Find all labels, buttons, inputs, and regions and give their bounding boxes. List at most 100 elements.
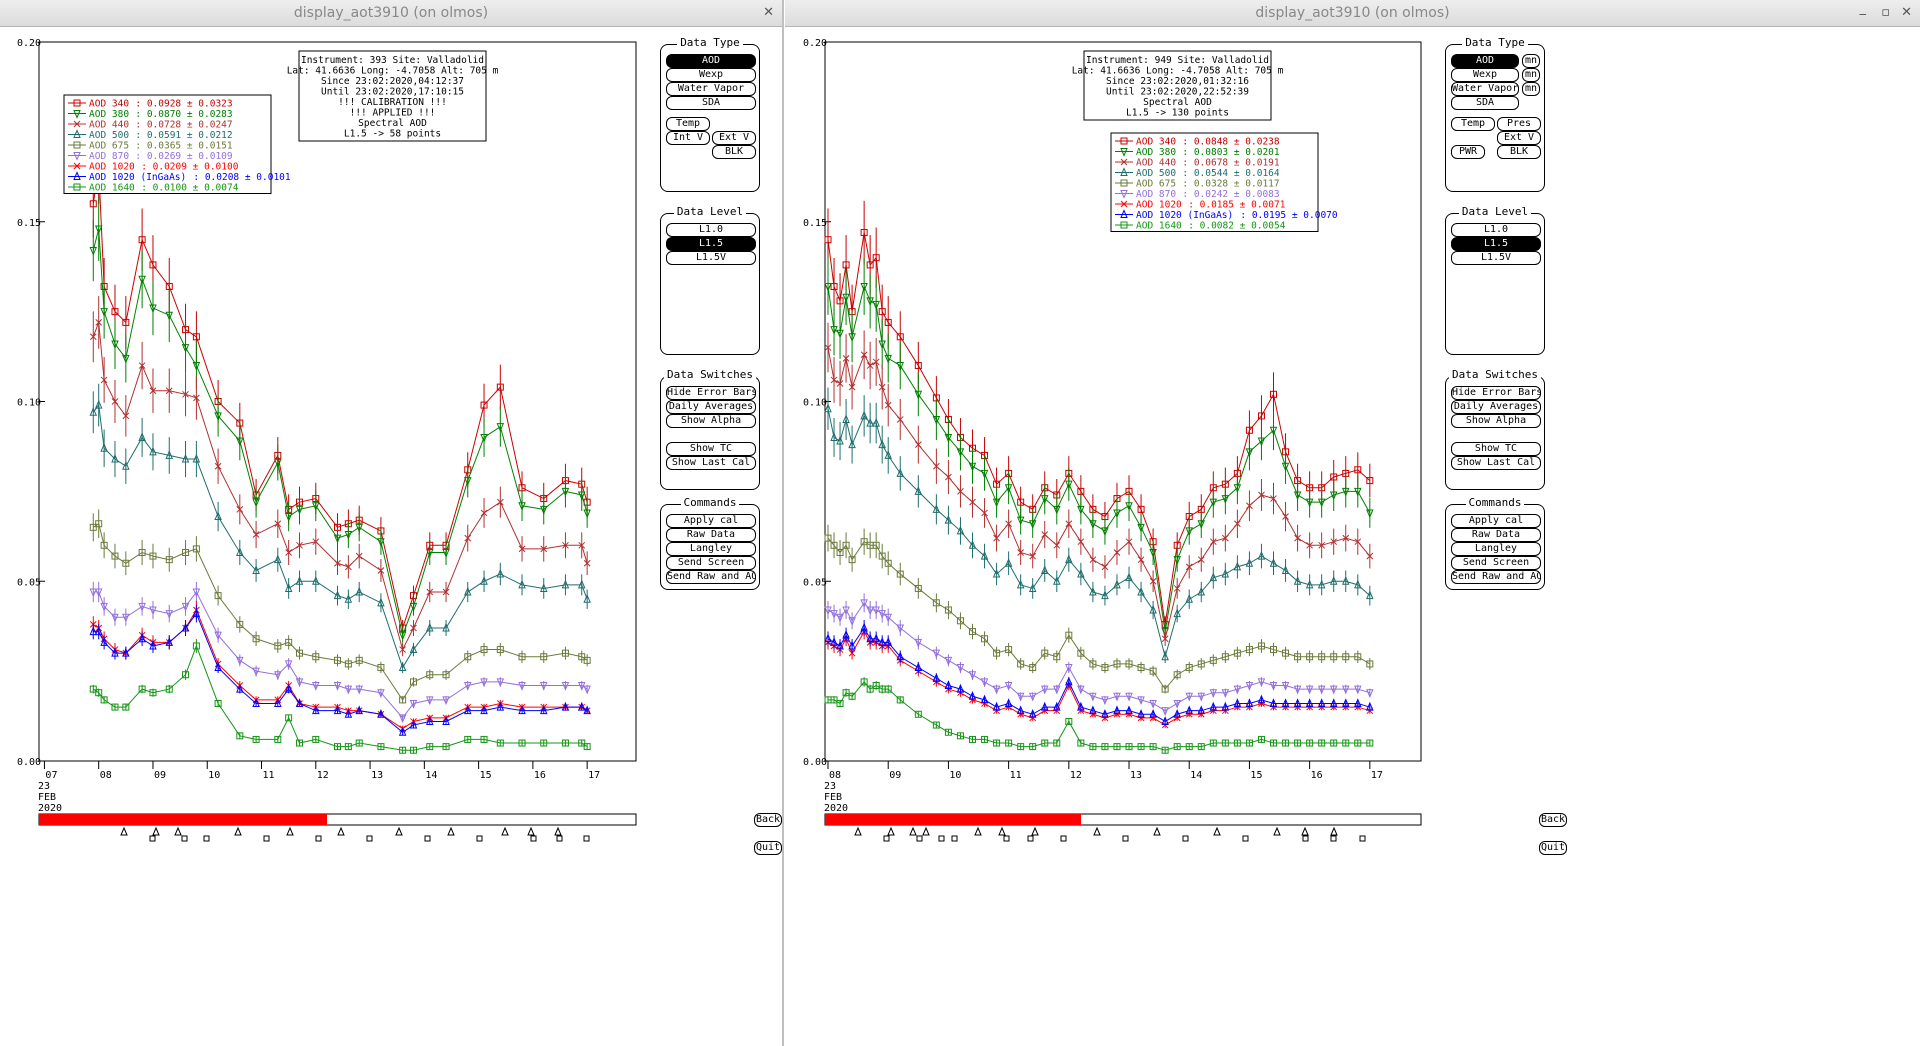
- window-left: display_aot3910 (on olmos) ✕ 0.20 0.15 0.1…: [0, 0, 784, 1046]
- level-button-l1-0[interactable]: L1.0: [666, 223, 756, 237]
- data-point: [872, 606, 880, 616]
- switch-hide-error-bars[interactable]: Hide Error Bars: [666, 386, 756, 400]
- temp-button[interactable]: Temp: [1451, 117, 1495, 131]
- data-point: [1016, 692, 1025, 702]
- mn-button[interactable]: mn: [1522, 68, 1540, 82]
- data-point: [100, 376, 108, 384]
- back-button[interactable]: Back: [1539, 813, 1567, 827]
- data-point: [932, 649, 941, 659]
- data-point: [111, 647, 119, 657]
- close-icon[interactable]: ✕: [763, 5, 774, 20]
- data-point: [252, 531, 260, 538]
- pwr-button[interactable]: PWR: [1451, 145, 1485, 159]
- data-point: [252, 498, 260, 508]
- level-button-l1-0[interactable]: L1.0: [1451, 223, 1541, 237]
- level-button-l1-5v[interactable]: L1.5V: [666, 251, 756, 265]
- data-type-button-sda[interactable]: SDA: [666, 96, 756, 110]
- data-point: [120, 826, 128, 836]
- data-point: [149, 640, 157, 650]
- switch-show-alpha[interactable]: Show Alpha: [666, 414, 756, 428]
- blk-button[interactable]: BLK: [1497, 145, 1541, 159]
- data-point: [1281, 698, 1290, 707]
- level-button-l1-5[interactable]: L1.5: [1451, 237, 1541, 251]
- switch-show-tc[interactable]: Show TC: [1451, 442, 1541, 456]
- mn-button[interactable]: mn: [1522, 82, 1540, 96]
- data-point: [884, 559, 892, 567]
- mn-button[interactable]: mn: [1522, 54, 1540, 68]
- switch-daily-averages[interactable]: Daily Averages: [666, 400, 756, 414]
- data-point: [1029, 743, 1037, 751]
- data-point: [993, 739, 1001, 747]
- switch-show-alpha[interactable]: Show Alpha: [1451, 414, 1541, 428]
- data-point: [426, 671, 434, 679]
- maximize-icon[interactable]: ▫: [1881, 5, 1890, 20]
- command-apply-cal[interactable]: Apply cal: [666, 514, 756, 528]
- command-send-screen[interactable]: Send Screen: [1451, 556, 1541, 570]
- blk-button[interactable]: BLK: [712, 145, 756, 159]
- data-point: [1120, 179, 1128, 187]
- y-tick-label: 0.15: [803, 218, 827, 229]
- temp-button[interactable]: Temp: [666, 117, 710, 131]
- data-point: [1028, 583, 1037, 592]
- data-point: [122, 703, 130, 711]
- command-send-screen[interactable]: Send Screen: [666, 556, 756, 570]
- data-point: [968, 540, 977, 549]
- data-type-button-water-vapor[interactable]: Water Vapor: [666, 82, 756, 96]
- info-line: Until 23:02:2020,17:10:15: [321, 87, 464, 98]
- data-point: [1101, 696, 1109, 706]
- data-type-button-aod[interactable]: AOD: [1451, 54, 1519, 68]
- command-apply-cal[interactable]: Apply cal: [1451, 514, 1541, 528]
- quit-button[interactable]: Quit: [754, 841, 782, 855]
- data-point: [214, 662, 222, 672]
- data-point: [100, 308, 108, 317]
- x-tick-label: 16: [534, 770, 546, 781]
- switch-show-tc[interactable]: Show TC: [666, 442, 756, 456]
- ext-v-button[interactable]: Ext V: [1497, 131, 1541, 145]
- switch-show-last-cal[interactable]: Show Last Cal: [1451, 456, 1541, 470]
- quit-button[interactable]: Quit: [1539, 841, 1567, 855]
- int-v-button[interactable]: Int V: [666, 131, 710, 145]
- level-button-l1-5v[interactable]: L1.5V: [1451, 251, 1541, 265]
- data-point: [138, 275, 146, 285]
- data-point: [1197, 556, 1205, 564]
- titlebar[interactable]: display_aot3910 (on olmos) _ ▫ ✕: [785, 0, 1920, 27]
- data-type-button-water-vapor[interactable]: Water Vapor: [1451, 82, 1519, 96]
- titlebar[interactable]: display_aot3910 (on olmos) ✕: [0, 0, 782, 27]
- data-point: [1185, 743, 1193, 751]
- data-point: [830, 541, 838, 549]
- info-box: [298, 50, 487, 142]
- switch-hide-error-bars[interactable]: Hide Error Bars: [1451, 386, 1541, 400]
- minimize-icon[interactable]: _: [1859, 1, 1867, 16]
- data-point: [149, 446, 157, 456]
- data-point: [480, 401, 488, 409]
- data-type-button-wexp[interactable]: Wexp: [1451, 68, 1519, 82]
- back-button[interactable]: Back: [754, 813, 782, 827]
- command-langley[interactable]: Langley: [1451, 542, 1541, 556]
- data-point: [426, 548, 434, 558]
- data-point: [914, 486, 923, 495]
- command-raw-data[interactable]: Raw Data: [666, 528, 756, 542]
- data-type-button-wexp[interactable]: Wexp: [666, 68, 756, 82]
- data-point: [122, 354, 130, 364]
- data-point: [274, 698, 282, 707]
- data-type-button-sda[interactable]: SDA: [1451, 96, 1519, 110]
- command-send-raw-and-aod[interactable]: Send Raw and AOD: [666, 570, 756, 584]
- ext-v-button[interactable]: Ext V: [712, 131, 756, 145]
- command-raw-data[interactable]: Raw Data: [1451, 528, 1541, 542]
- date-label: 2020: [38, 803, 62, 814]
- data-point: [181, 622, 190, 632]
- data-point: [1149, 577, 1157, 585]
- pres-button[interactable]: Pres: [1497, 117, 1541, 131]
- command-send-raw-and-aod[interactable]: Send Raw and AOD: [1451, 570, 1541, 584]
- data-point: [884, 318, 892, 326]
- data-point: [518, 653, 526, 661]
- level-button-l1-5[interactable]: L1.5: [666, 237, 756, 251]
- switch-show-last-cal[interactable]: Show Last Cal: [666, 456, 756, 470]
- command-langley[interactable]: Langley: [666, 542, 756, 556]
- close-icon[interactable]: ✕: [1901, 5, 1912, 20]
- data-point: [426, 696, 434, 706]
- data-point: [496, 701, 505, 711]
- data-type-button-aod[interactable]: AOD: [666, 54, 756, 68]
- switch-daily-averages[interactable]: Daily Averages: [1451, 400, 1541, 414]
- data-point: [1221, 534, 1229, 542]
